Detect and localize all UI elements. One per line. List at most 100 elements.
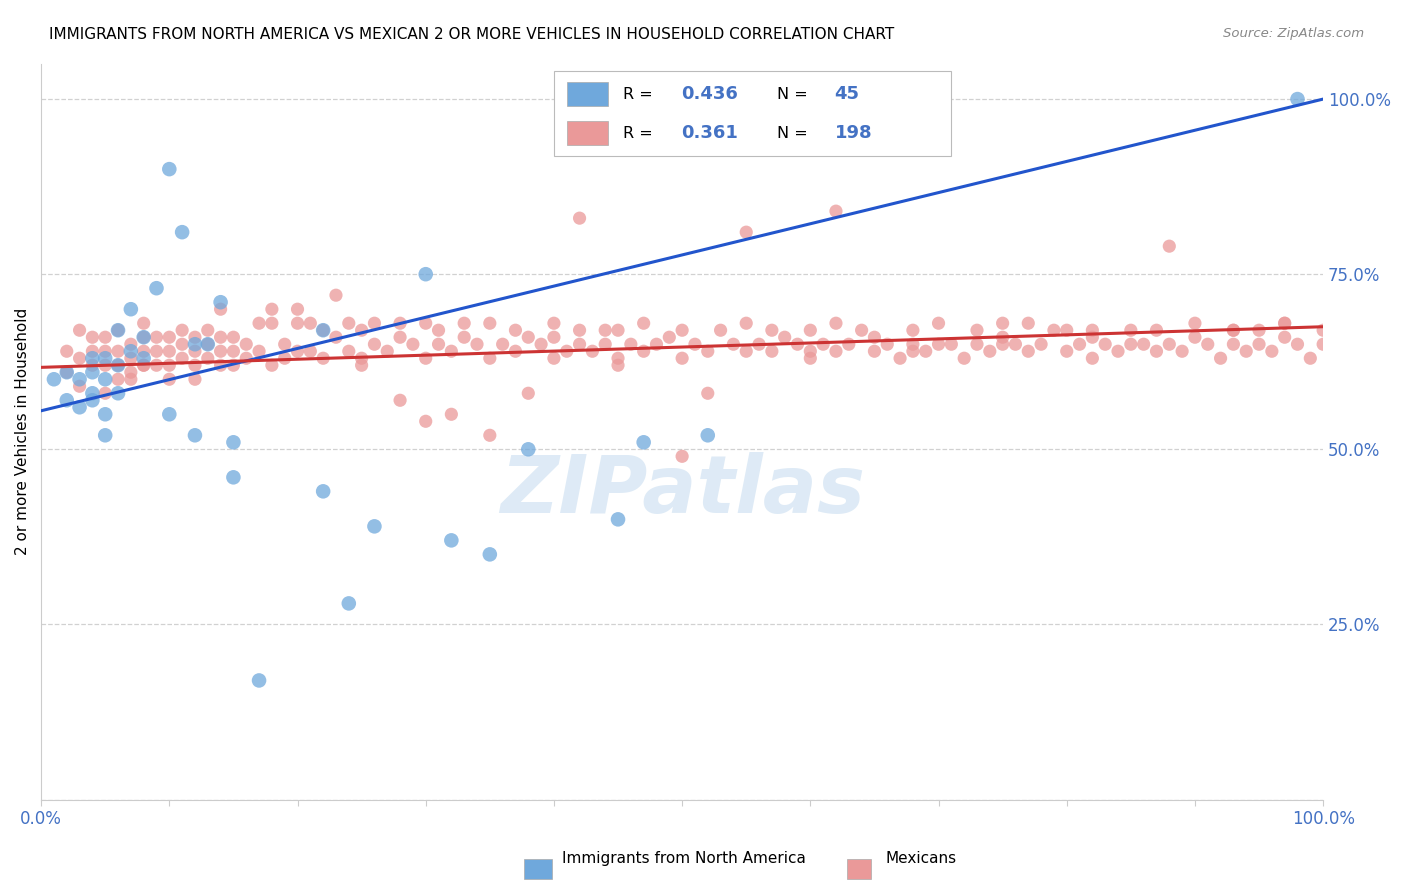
Point	[825, 204, 848, 219]
Point	[773, 330, 796, 344]
Point	[440, 533, 463, 548]
Point	[1247, 323, 1270, 337]
Point	[568, 337, 591, 351]
Point	[69, 323, 91, 337]
Point	[991, 316, 1014, 330]
Text: N =: N =	[778, 87, 813, 102]
Point	[94, 372, 117, 386]
Point	[94, 330, 117, 344]
Point	[363, 337, 385, 351]
Point	[402, 337, 425, 351]
Point	[325, 330, 347, 344]
Point	[69, 351, 91, 366]
Point	[889, 351, 911, 366]
Point	[1299, 351, 1322, 366]
Point	[863, 106, 886, 120]
Point	[928, 337, 950, 351]
Point	[107, 323, 129, 337]
Point	[172, 337, 194, 351]
Point	[184, 372, 207, 386]
Point	[287, 302, 309, 317]
Point	[633, 344, 655, 359]
Point	[1094, 337, 1116, 351]
Point	[1184, 330, 1206, 344]
Point	[157, 358, 180, 372]
Point	[1159, 337, 1181, 351]
Point	[337, 596, 360, 610]
Point	[671, 120, 693, 134]
Point	[337, 316, 360, 330]
Point	[184, 358, 207, 372]
Point	[1222, 337, 1244, 351]
Point	[901, 323, 924, 337]
Text: Source: ZipAtlas.com: Source: ZipAtlas.com	[1223, 27, 1364, 40]
FancyBboxPatch shape	[554, 71, 952, 156]
Point	[107, 323, 129, 337]
Point	[1261, 344, 1284, 359]
Point	[517, 386, 540, 401]
Point	[1081, 330, 1104, 344]
Point	[478, 547, 501, 561]
Point	[350, 351, 373, 366]
Point	[350, 358, 373, 372]
Point	[107, 344, 129, 359]
Point	[55, 393, 77, 408]
Point	[415, 267, 437, 281]
Point	[1184, 316, 1206, 330]
Point	[157, 344, 180, 359]
Point	[69, 372, 91, 386]
Text: 198: 198	[835, 124, 872, 142]
Point	[94, 386, 117, 401]
Point	[82, 358, 104, 372]
Point	[337, 344, 360, 359]
Point	[607, 358, 630, 372]
Point	[1056, 323, 1078, 337]
Point	[209, 358, 232, 372]
Point	[184, 428, 207, 442]
Point	[1222, 323, 1244, 337]
Point	[69, 401, 91, 415]
Point	[543, 330, 565, 344]
Point	[184, 344, 207, 359]
Point	[1171, 344, 1194, 359]
Point	[120, 351, 142, 366]
Point	[120, 337, 142, 351]
Point	[312, 484, 335, 499]
Point	[107, 386, 129, 401]
Point	[197, 337, 219, 351]
Point	[273, 351, 295, 366]
Point	[69, 379, 91, 393]
Point	[209, 295, 232, 310]
Point	[120, 302, 142, 317]
Point	[145, 344, 167, 359]
Point	[671, 450, 693, 464]
Point	[607, 351, 630, 366]
FancyBboxPatch shape	[846, 859, 872, 879]
Point	[1312, 337, 1334, 351]
Point	[55, 365, 77, 379]
Point	[260, 316, 283, 330]
Point	[735, 344, 758, 359]
Point	[120, 365, 142, 379]
Point	[799, 323, 821, 337]
Point	[568, 211, 591, 226]
Point	[94, 344, 117, 359]
Point	[1286, 92, 1309, 106]
Text: 45: 45	[835, 86, 859, 103]
Point	[197, 337, 219, 351]
Point	[132, 344, 155, 359]
Point	[1222, 323, 1244, 337]
Point	[94, 407, 117, 421]
Point	[209, 330, 232, 344]
Y-axis label: 2 or more Vehicles in Household: 2 or more Vehicles in Household	[15, 308, 30, 556]
Point	[1119, 337, 1142, 351]
Point	[581, 344, 603, 359]
Point	[633, 316, 655, 330]
Point	[786, 337, 808, 351]
Point	[1081, 323, 1104, 337]
Point	[132, 351, 155, 366]
Point	[696, 386, 718, 401]
Point	[593, 337, 616, 351]
Point	[876, 337, 898, 351]
Point	[979, 344, 1001, 359]
